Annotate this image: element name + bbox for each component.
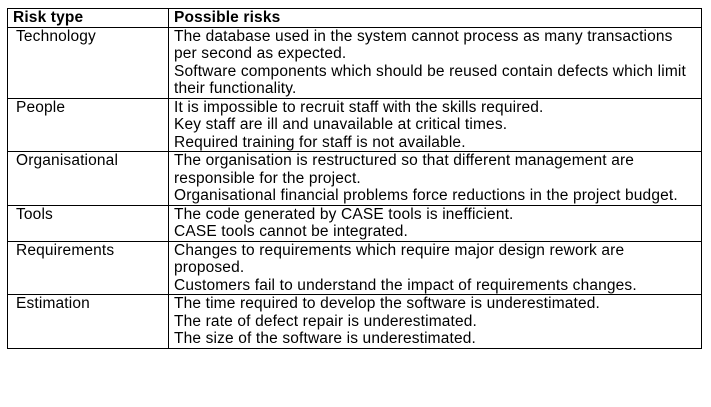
possible-risks-cell: The database used in the system cannot p… xyxy=(168,26,702,99)
risk-item: Key staff are ill and unavailable at cri… xyxy=(174,116,508,133)
risk-item: The rate of defect repair is underestima… xyxy=(174,312,477,330)
risk-item: Customers fail to understand the impact … xyxy=(174,276,637,294)
header-risk-type: Risk type xyxy=(7,8,169,28)
risk-item: Organisational financial problems force … xyxy=(174,187,678,204)
risk-type-cell: People xyxy=(7,97,169,152)
table-row: Estimation The time required to develop … xyxy=(7,294,702,349)
possible-risks-cell: The time required to develop the softwar… xyxy=(168,294,702,349)
risk-table-body: Technology The database used in the syst… xyxy=(7,26,702,349)
risk-item: The size of the software is underestimat… xyxy=(174,330,476,347)
risk-item: The time required to develop the softwar… xyxy=(174,295,601,312)
possible-risks-cell: The organisation is restructured so that… xyxy=(168,151,702,206)
table-row: Requirements Changes to requirements whi… xyxy=(7,240,702,295)
risk-type-cell: Tools xyxy=(7,204,169,242)
possible-risks-cell: It is impossible to recruit staff with t… xyxy=(168,97,702,152)
risk-item: CASE tools cannot be integrated. xyxy=(174,223,408,240)
risk-type-cell: Organisational xyxy=(7,151,169,206)
possible-risks-cell: The code generated by CASE tools is inef… xyxy=(168,204,702,242)
risk-item: Changes to requirements which require ma… xyxy=(174,241,625,277)
possible-risks-cell: Changes to requirements which require ma… xyxy=(168,240,702,295)
header-row: Risk type Possible risks xyxy=(7,8,702,28)
header-possible-risks: Possible risks xyxy=(168,8,702,28)
risk-table: Risk type Possible risks Technology The … xyxy=(7,8,702,349)
risk-item: It is impossible to recruit staff with t… xyxy=(174,98,544,116)
risk-table-header: Risk type Possible risks xyxy=(7,8,702,28)
risk-item: Software components which should be reus… xyxy=(174,62,686,98)
table-row: People It is impossible to recruit staff… xyxy=(7,97,702,152)
table-row: Organisational The organisation is restr… xyxy=(7,151,702,206)
table-row: Technology The database used in the syst… xyxy=(7,26,702,99)
risk-item: The code generated by CASE tools is inef… xyxy=(174,205,514,223)
table-row: Tools The code generated by CASE tools i… xyxy=(7,204,702,242)
risk-item: Required training for staff is not avail… xyxy=(174,133,466,151)
risk-type-cell: Estimation xyxy=(7,294,169,349)
risk-type-cell: Requirements xyxy=(7,240,169,295)
risk-type-cell: Technology xyxy=(7,26,169,99)
risk-item: The database used in the system cannot p… xyxy=(174,27,673,63)
risk-item: The organisation is restructured so that… xyxy=(174,152,635,187)
